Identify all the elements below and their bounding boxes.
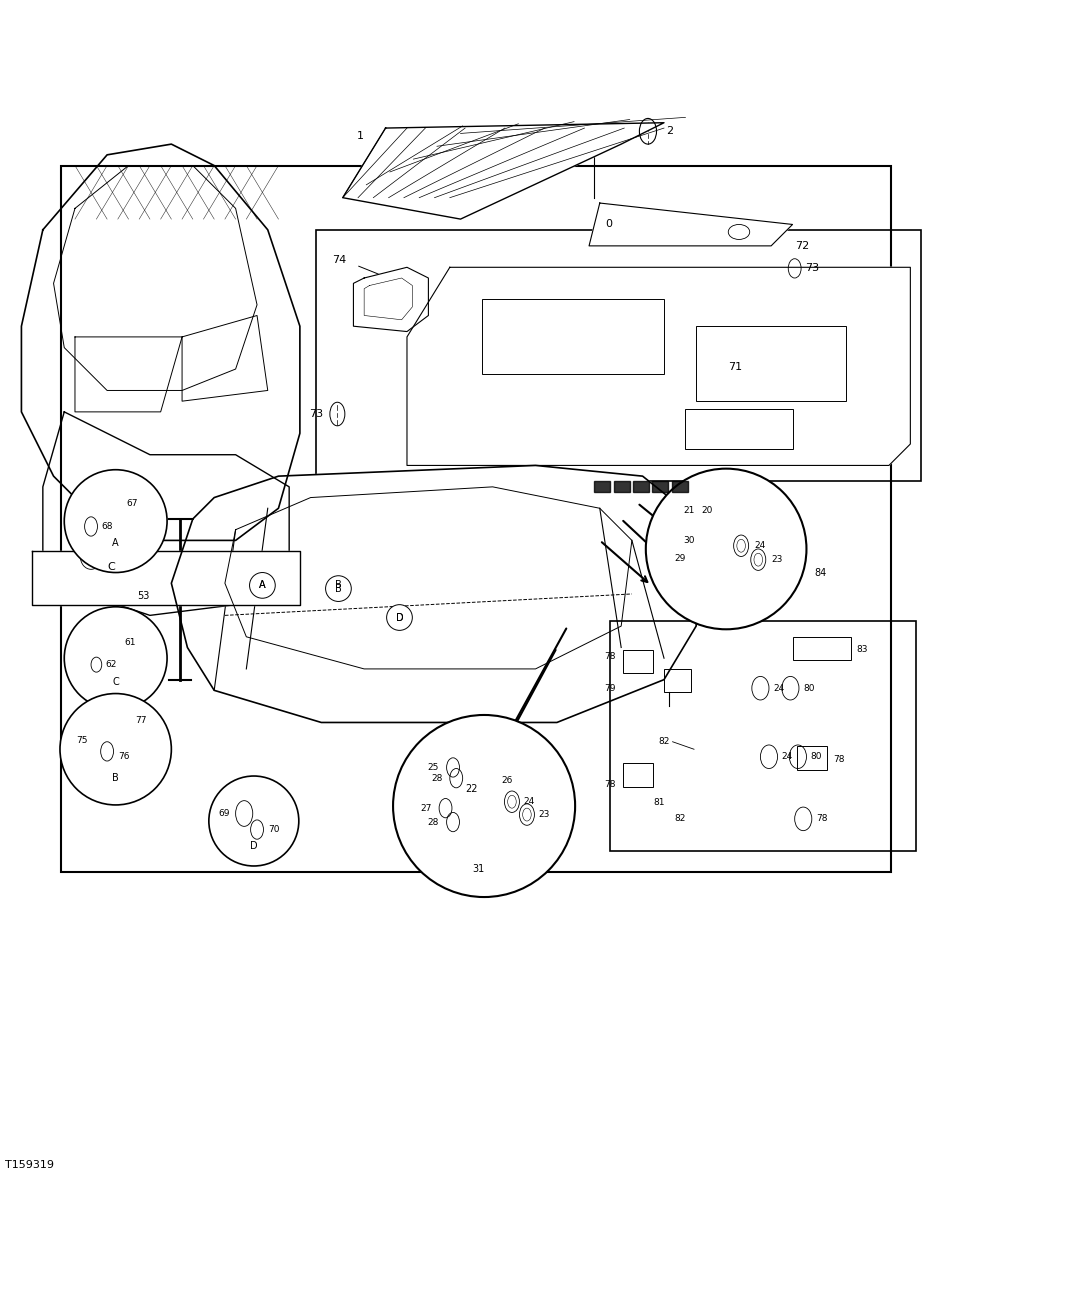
Bar (797, 746, 827, 769)
Bar (623, 650, 653, 673)
Bar (316, 229, 921, 482)
Text: D: D (250, 840, 258, 851)
Circle shape (393, 715, 575, 897)
Bar (793, 637, 851, 660)
Polygon shape (614, 482, 630, 492)
Polygon shape (594, 482, 610, 492)
Text: 72: 72 (795, 241, 809, 251)
Text: 53: 53 (137, 591, 150, 601)
Text: 82: 82 (675, 815, 687, 824)
Text: B: B (335, 584, 342, 593)
Text: 2: 2 (666, 127, 674, 136)
Text: 71: 71 (728, 361, 742, 372)
Bar (685, 409, 793, 449)
Text: 22: 22 (465, 783, 478, 794)
Text: B: B (335, 580, 342, 591)
Text: D: D (395, 613, 404, 623)
Text: 29: 29 (675, 554, 687, 563)
Bar (694, 531, 718, 544)
Text: 73: 73 (805, 263, 819, 273)
Text: 78: 78 (833, 755, 845, 764)
Text: A: A (259, 580, 266, 591)
Polygon shape (343, 123, 664, 219)
Circle shape (250, 572, 275, 598)
Polygon shape (589, 203, 793, 246)
Bar (664, 670, 691, 693)
Text: 68: 68 (102, 522, 114, 531)
Text: 84: 84 (814, 567, 826, 578)
Text: 24: 24 (524, 798, 536, 807)
Text: 1: 1 (357, 131, 364, 141)
Text: 67: 67 (126, 500, 138, 509)
Text: D: D (395, 613, 404, 623)
Text: 23: 23 (539, 811, 550, 818)
Text: 24: 24 (754, 541, 766, 550)
Polygon shape (652, 482, 668, 492)
Circle shape (387, 605, 412, 631)
Text: C: C (112, 677, 119, 686)
Text: 83: 83 (857, 645, 869, 654)
Bar (466, 759, 498, 789)
Polygon shape (353, 267, 428, 332)
Text: 78: 78 (816, 815, 828, 824)
Text: B: B (112, 773, 119, 783)
Polygon shape (633, 482, 649, 492)
Bar (91, 493, 121, 513)
Text: A: A (112, 537, 119, 548)
Text: 26: 26 (501, 776, 513, 785)
Text: C: C (107, 562, 115, 572)
Text: A: A (259, 580, 266, 591)
Bar (623, 763, 653, 787)
Text: 27: 27 (420, 804, 432, 813)
Bar (88, 723, 131, 738)
Bar (466, 789, 498, 818)
Text: 28: 28 (431, 773, 442, 782)
Text: 20: 20 (702, 506, 713, 515)
Text: 25: 25 (427, 763, 439, 772)
Circle shape (326, 576, 351, 601)
Text: 75: 75 (76, 736, 88, 745)
Text: 76: 76 (118, 752, 130, 761)
Text: 21: 21 (683, 506, 695, 515)
Bar (61, 166, 891, 873)
Polygon shape (32, 552, 300, 605)
Text: 70: 70 (268, 825, 280, 834)
Polygon shape (407, 267, 910, 465)
Text: T159319: T159319 (5, 1160, 55, 1171)
Text: 61: 61 (124, 637, 136, 646)
Text: 30: 30 (683, 536, 695, 545)
Text: 62: 62 (105, 660, 117, 670)
Text: 77: 77 (135, 716, 147, 725)
Circle shape (60, 694, 171, 805)
Circle shape (64, 470, 167, 572)
Text: 78: 78 (604, 780, 616, 789)
Text: 24: 24 (773, 684, 785, 693)
Text: 28: 28 (427, 817, 439, 826)
Text: 79: 79 (604, 684, 616, 693)
Circle shape (646, 469, 806, 629)
Text: 80: 80 (811, 752, 823, 761)
Polygon shape (171, 465, 696, 723)
Circle shape (209, 776, 299, 866)
Text: 24: 24 (782, 752, 794, 761)
Text: 69: 69 (218, 809, 230, 818)
Polygon shape (672, 482, 688, 492)
Circle shape (64, 607, 167, 710)
Text: 78: 78 (604, 651, 616, 660)
Text: 31: 31 (472, 864, 485, 874)
Bar (482, 299, 664, 374)
Bar (91, 632, 118, 650)
Text: 81: 81 (653, 798, 665, 807)
Text: 73: 73 (310, 409, 323, 420)
Text: 82: 82 (659, 737, 670, 746)
Bar (694, 514, 713, 530)
Text: 0: 0 (605, 219, 613, 229)
Text: 80: 80 (803, 684, 815, 693)
Bar (696, 326, 846, 401)
Text: 23: 23 (771, 556, 783, 565)
Text: 74: 74 (332, 255, 346, 264)
Bar (610, 620, 916, 851)
